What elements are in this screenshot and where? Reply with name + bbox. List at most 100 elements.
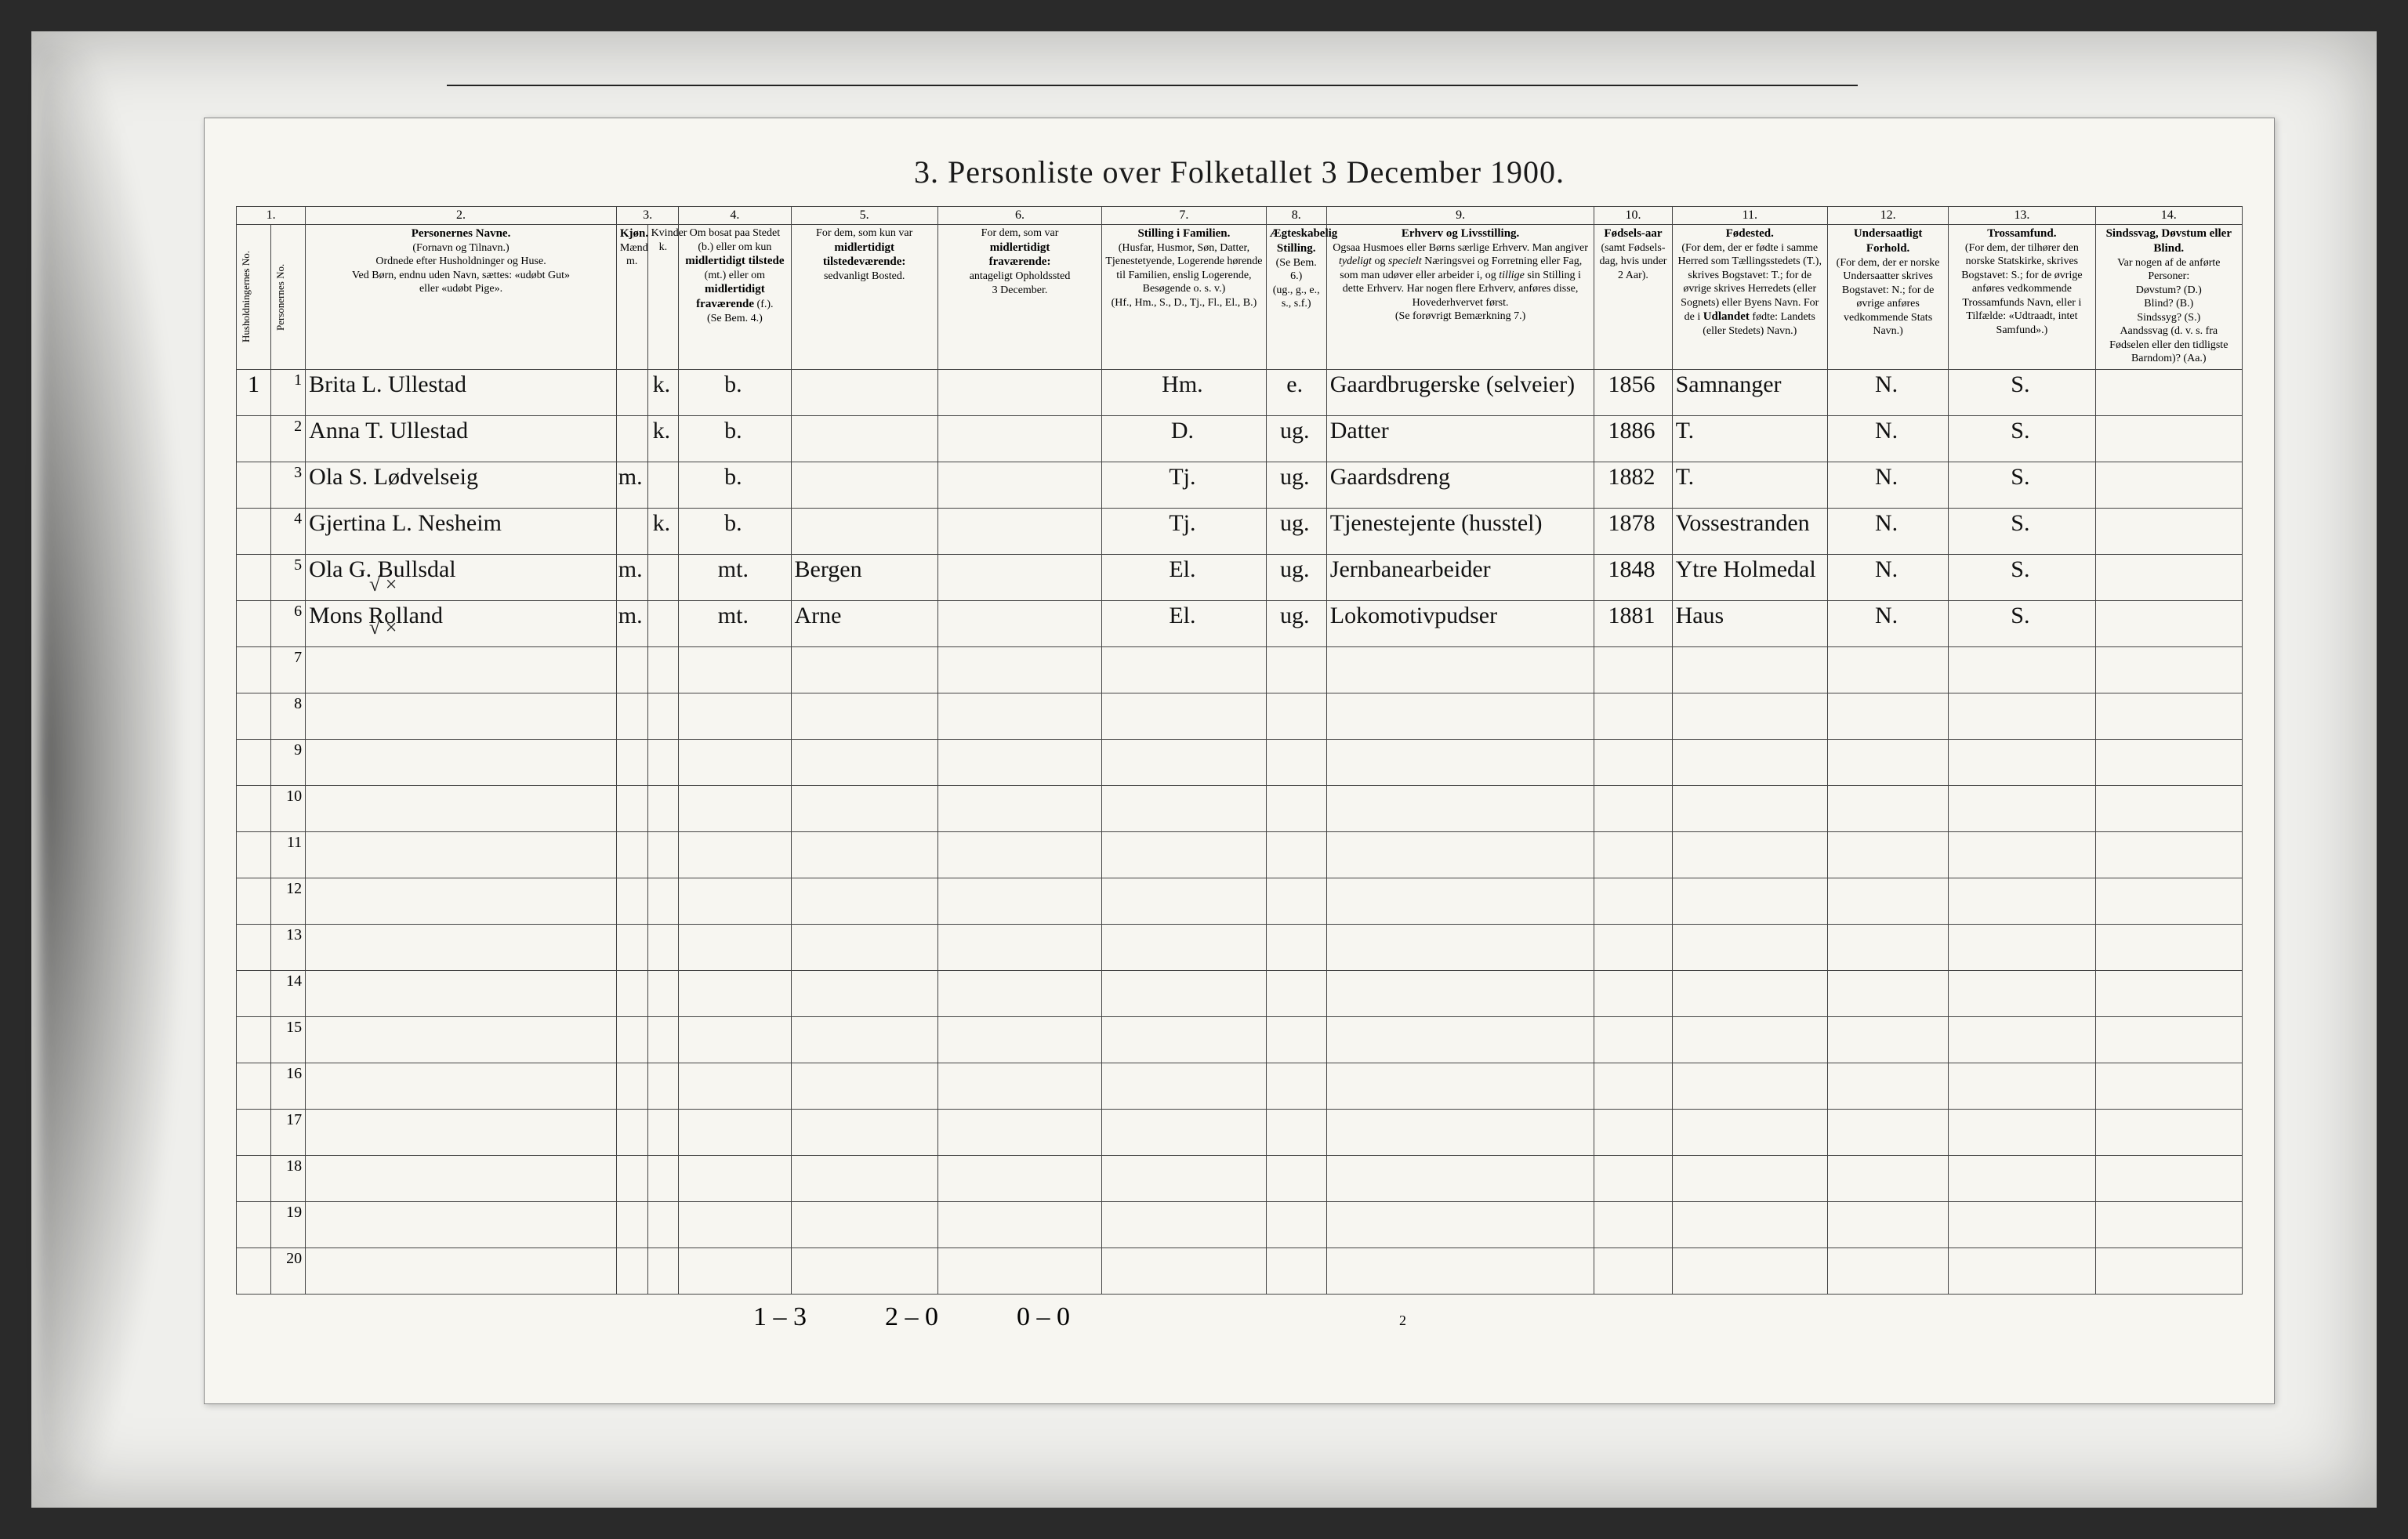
cell-empty: [237, 693, 271, 740]
cell-empty: [306, 1202, 617, 1248]
person-no: 4: [271, 509, 306, 555]
cell-empty: [679, 1202, 791, 1248]
table-row: 15: [237, 1017, 2243, 1063]
person-no: 8: [271, 693, 306, 740]
person-no: 19: [271, 1202, 306, 1248]
cell-empty: [1594, 1202, 1672, 1248]
person-no: 2: [271, 416, 306, 462]
person-no: 13: [271, 925, 306, 971]
cell-temp_pres: [791, 509, 937, 555]
cell-empty: [1949, 1156, 2095, 1202]
cell-empty: [937, 971, 1101, 1017]
cell-occ: Gaardsdreng: [1326, 462, 1594, 509]
cell-empty: [1949, 1248, 2095, 1295]
cell-nat: N.: [1827, 370, 1948, 416]
cell-empty: [679, 1248, 791, 1295]
cell-empty: [1827, 1248, 1948, 1295]
cell-occ: Lokomotivpudser: [1326, 601, 1594, 647]
cell-empty: [679, 647, 791, 693]
cell-dis: [2095, 416, 2242, 462]
cell-empty: [1672, 925, 1827, 971]
cell-civ: ug.: [1266, 462, 1326, 509]
tally-1: 1 – 3: [753, 1302, 807, 1332]
cell-empty: [1672, 971, 1827, 1017]
cell-empty: [1102, 740, 1266, 786]
cell-year: 1878: [1594, 509, 1672, 555]
cell-empty: [616, 647, 647, 693]
cell-empty: [1326, 878, 1594, 925]
cell-civ: e.: [1266, 370, 1326, 416]
col-header: Personernes No.: [271, 225, 306, 370]
cell-empty: [2095, 1063, 2242, 1110]
cell-birthplace: Vossestranden: [1672, 509, 1827, 555]
cell-empty: [1102, 971, 1266, 1017]
cell-empty: [1827, 647, 1948, 693]
cell-empty: [1102, 832, 1266, 878]
cell-empty: [647, 693, 679, 740]
page-number: 2: [1399, 1313, 1406, 1329]
cell-empty: [1326, 1202, 1594, 1248]
column-header-row: Husholdningernes No.Personernes No.Perso…: [237, 225, 2243, 370]
household-no: [237, 509, 271, 555]
col-header: Personernes Navne.(Fornavn og Tilnavn.)O…: [306, 225, 617, 370]
cell-temp_pres: Bergen: [791, 555, 937, 601]
cell-empty: [1949, 647, 2095, 693]
cell-empty: [306, 1248, 617, 1295]
cell-empty: [1102, 1110, 1266, 1156]
cell-empty: [791, 647, 937, 693]
cell-m: [616, 370, 647, 416]
cell-empty: [1827, 693, 1948, 740]
cell-empty: [937, 1156, 1101, 1202]
cell-empty: [616, 1202, 647, 1248]
cell-empty: [1672, 740, 1827, 786]
cell-dis: [2095, 462, 2242, 509]
cell-dis: [2095, 555, 2242, 601]
cell-empty: [1827, 971, 1948, 1017]
household-no: [237, 462, 271, 509]
person-no: 11: [271, 832, 306, 878]
cell-rel: S.: [1949, 601, 2095, 647]
cell-birthplace: Haus: [1672, 601, 1827, 647]
cell-empty: [1949, 1017, 2095, 1063]
cell-empty: [616, 832, 647, 878]
table-row: 9: [237, 740, 2243, 786]
cell-occ: Gaardbrugerske (selveier): [1326, 370, 1594, 416]
household-no: [237, 601, 271, 647]
cell-empty: [791, 1110, 937, 1156]
cell-empty: [1827, 832, 1948, 878]
cell-empty: [1949, 1202, 2095, 1248]
cell-empty: [1326, 1017, 1594, 1063]
cell-empty: [1827, 878, 1948, 925]
cell-year: 1882: [1594, 462, 1672, 509]
cell-empty: [237, 1110, 271, 1156]
cell-empty: [616, 1017, 647, 1063]
cell-empty: [1827, 1156, 1948, 1202]
cell-empty: [1266, 1110, 1326, 1156]
cell-empty: [1594, 832, 1672, 878]
cell-empty: [1326, 693, 1594, 740]
cell-m: m.: [616, 601, 647, 647]
column-number-row: 1.2.3.4.5.6.7.8.9.10.11.12.13.14.: [237, 207, 2243, 225]
cell-empty: [1266, 1156, 1326, 1202]
cell-empty: [2095, 1248, 2242, 1295]
cell-empty: [1949, 878, 2095, 925]
cell-empty: [1949, 925, 2095, 971]
cell-empty: [647, 1202, 679, 1248]
col-header: Trossamfund.(For dem, der tilhører den n…: [1949, 225, 2095, 370]
cell-empty: [679, 786, 791, 832]
cell-rel: S.: [1949, 555, 2095, 601]
cell-nat: N.: [1827, 601, 1948, 647]
cell-empty: [237, 740, 271, 786]
cell-empty: [1594, 878, 1672, 925]
cell-empty: [237, 832, 271, 878]
cell-empty: [2095, 1017, 2242, 1063]
cell-empty: [679, 1156, 791, 1202]
cell-empty: [237, 1156, 271, 1202]
cell-empty: [1672, 693, 1827, 740]
person-no: 1: [271, 370, 306, 416]
cell-temp_abs: [937, 370, 1101, 416]
table-row: 5Ola G. Bullsdalm.mt.BergenEl.ug.Jernban…: [237, 555, 2243, 601]
cell-empty: [647, 740, 679, 786]
cell-empty: [647, 647, 679, 693]
cell-civ: ug.: [1266, 509, 1326, 555]
